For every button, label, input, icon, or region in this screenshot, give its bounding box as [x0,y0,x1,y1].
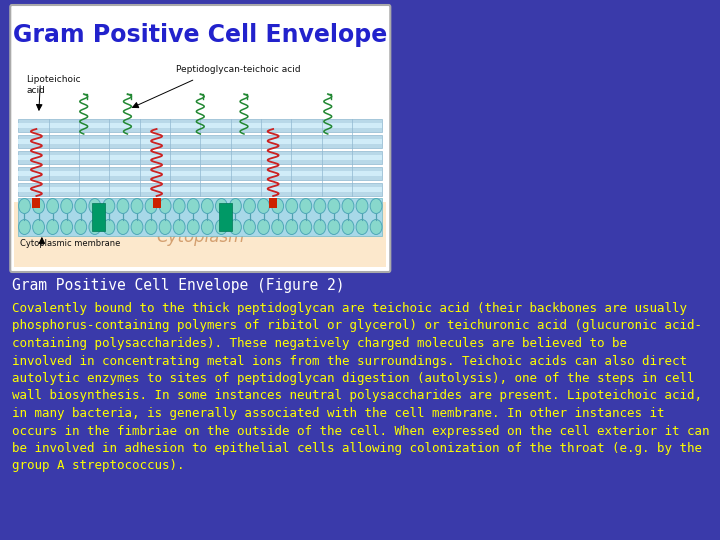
Circle shape [117,199,129,213]
Bar [153,198,161,208]
Circle shape [103,219,114,234]
Circle shape [202,199,213,213]
Bar [92,203,104,231]
Circle shape [258,219,269,234]
Circle shape [314,199,325,213]
Circle shape [159,199,171,213]
Circle shape [19,219,30,234]
Text: Peptidoglycan-teichoic acid: Peptidoglycan-teichoic acid [176,65,301,74]
Circle shape [356,199,368,213]
Circle shape [187,219,199,234]
Bar [18,151,382,164]
Circle shape [300,219,312,234]
Circle shape [300,199,312,213]
Circle shape [103,199,114,213]
Circle shape [75,219,86,234]
Circle shape [202,219,213,234]
Bar [269,198,277,208]
Circle shape [131,199,143,213]
Bar [220,203,232,231]
Circle shape [215,219,228,234]
Circle shape [174,199,185,213]
Bar [18,187,382,192]
Circle shape [117,219,129,234]
Bar [18,119,382,132]
Circle shape [47,199,58,213]
Circle shape [370,219,382,234]
Circle shape [215,199,228,213]
Circle shape [314,219,325,234]
Circle shape [89,219,101,234]
Bar [18,155,382,160]
Text: Gram Positive Cell Envelope: Gram Positive Cell Envelope [13,23,387,47]
FancyBboxPatch shape [10,5,390,272]
Bar [18,139,382,144]
Text: Cytoplasmic membrane: Cytoplasmic membrane [19,239,120,248]
Circle shape [342,219,354,234]
Circle shape [145,199,157,213]
Circle shape [356,219,368,234]
Bar [18,171,382,176]
Bar [18,167,382,180]
Circle shape [47,219,58,234]
Circle shape [32,199,45,213]
Circle shape [342,199,354,213]
Circle shape [271,219,284,234]
Circle shape [131,219,143,234]
Circle shape [243,199,256,213]
Circle shape [230,219,241,234]
Circle shape [60,199,73,213]
Circle shape [60,219,73,234]
Circle shape [89,199,101,213]
Circle shape [174,219,185,234]
Circle shape [328,219,340,234]
Circle shape [145,219,157,234]
Text: Cytoplasm: Cytoplasm [156,228,245,246]
Circle shape [243,219,256,234]
Text: Covalently bound to the thick peptidoglycan are teichoic acid (their backbones a: Covalently bound to the thick peptidogly… [12,302,709,472]
Circle shape [19,199,30,213]
Bar [18,183,382,196]
Bar [32,198,40,208]
Bar [18,135,382,148]
Circle shape [159,219,171,234]
Circle shape [271,199,284,213]
Circle shape [32,219,45,234]
Text: Gram Positive Cell Envelope (Figure 2): Gram Positive Cell Envelope (Figure 2) [12,278,344,293]
Bar [14,202,387,267]
Circle shape [230,199,241,213]
Circle shape [258,199,269,213]
Circle shape [187,199,199,213]
Circle shape [286,219,297,234]
Text: Lipoteichoic
acid: Lipoteichoic acid [26,75,81,95]
Circle shape [75,199,86,213]
Bar [18,123,382,128]
Circle shape [328,199,340,213]
Circle shape [286,199,297,213]
Bar [18,198,382,236]
Circle shape [370,199,382,213]
